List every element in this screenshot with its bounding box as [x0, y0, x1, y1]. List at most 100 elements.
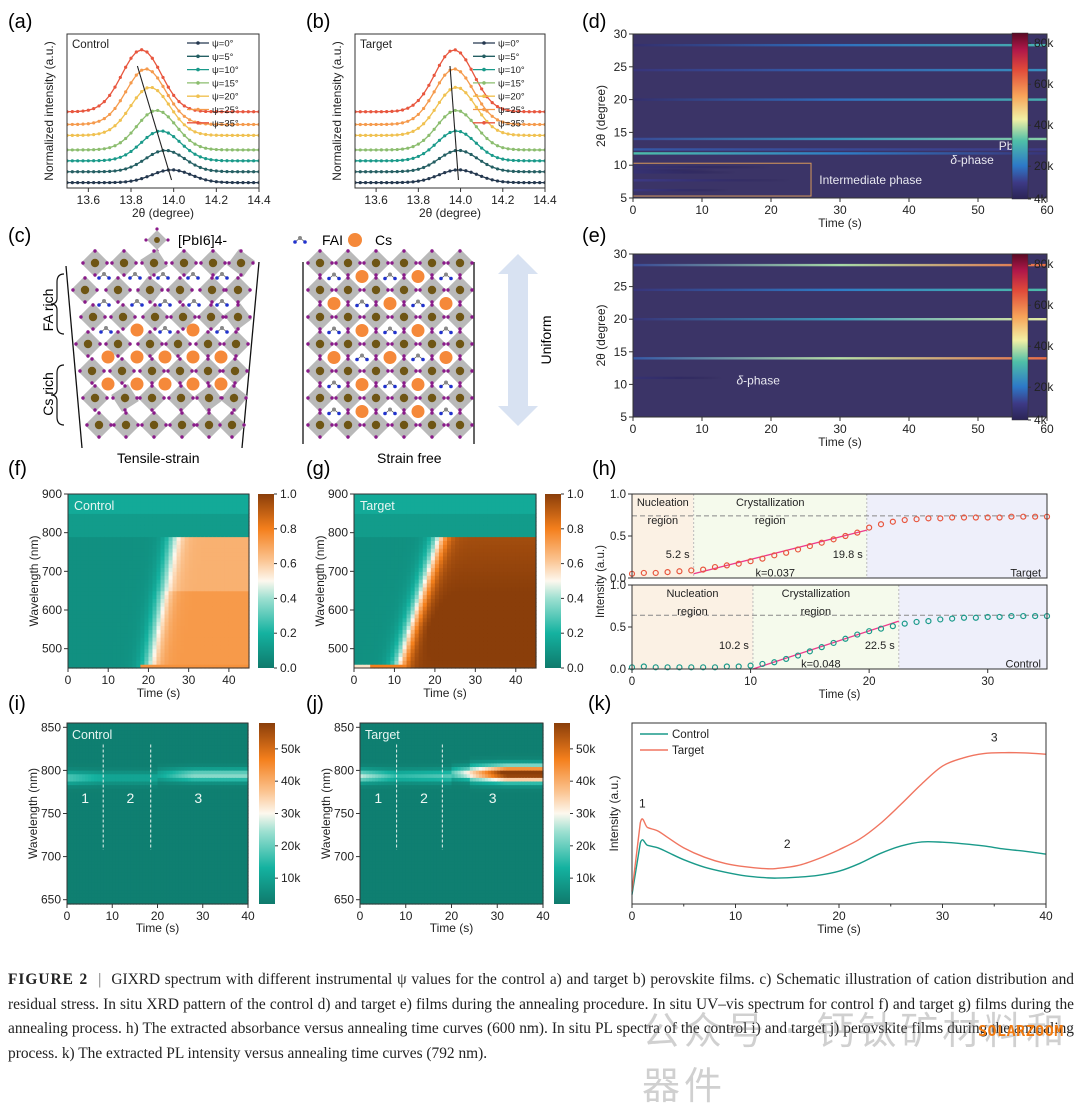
- heatmap-cell: [431, 598, 436, 602]
- heatmap-cell: [439, 625, 444, 629]
- data-point: [135, 163, 138, 166]
- heatmap-cell: [104, 645, 109, 649]
- data-point: [427, 163, 430, 166]
- heatmap-cell: [221, 513, 226, 517]
- heatmap-cell: [68, 598, 73, 602]
- pb-atom: [146, 340, 154, 348]
- iodide-atom: [167, 396, 170, 399]
- nitrogen-atom: [128, 276, 132, 280]
- heatmap-cell: [148, 521, 153, 525]
- heatmap-cell: [233, 529, 238, 533]
- heatmap-cell: [76, 544, 81, 548]
- data-point: [151, 86, 154, 89]
- heatmap-cell: [366, 540, 371, 544]
- heatmap-cell: [193, 537, 198, 541]
- fai-molecule: [187, 299, 201, 307]
- heatmap-cell: [169, 606, 174, 610]
- heatmap-cell: [181, 498, 186, 502]
- heatmap-cell: [88, 525, 93, 529]
- heatmap-cell: [209, 649, 214, 653]
- heatmap-cell: [237, 645, 242, 649]
- heatmap-cell: [116, 583, 121, 587]
- heatmap-cell: [124, 506, 129, 510]
- iodide-atom: [194, 261, 197, 264]
- heatmap-cell: [439, 587, 444, 591]
- heatmap-cell: [217, 517, 222, 521]
- heatmap-cell: [390, 633, 395, 637]
- nitrogen-atom: [99, 330, 103, 334]
- iodide-atom: [218, 423, 221, 426]
- heatmap-cell: [72, 629, 77, 633]
- heatmap-cell: [447, 595, 452, 599]
- heatmap-cell: [173, 509, 178, 513]
- heatmap-cell: [173, 533, 178, 537]
- heatmap-cell: [241, 649, 246, 653]
- heatmap-cell: [415, 649, 420, 653]
- heatmap-cell: [467, 506, 472, 510]
- heatmap-cell: [217, 548, 222, 552]
- heatmap-cell: [447, 587, 452, 591]
- iodide-atom: [209, 327, 212, 330]
- heatmap-cell: [423, 571, 428, 575]
- heatmap-cell: [169, 533, 174, 537]
- heatmap-cell: [403, 517, 408, 521]
- heatmap-cell: [104, 494, 109, 498]
- heatmap-cell: [471, 544, 476, 548]
- data-point: [443, 134, 446, 137]
- data-point: [135, 96, 138, 99]
- legend-label: ψ=25°: [212, 105, 239, 116]
- heatmap-cell: [84, 637, 89, 641]
- heatmap-cell: [370, 575, 375, 579]
- heatmap-cell: [140, 571, 145, 575]
- heatmap-cell: [152, 583, 157, 587]
- heatmap-cell: [439, 567, 444, 571]
- fai-molecule: [439, 273, 453, 281]
- heatmap-cell: [185, 606, 190, 610]
- heatmap-cell: [116, 587, 121, 591]
- heatmap-cell: [427, 645, 432, 649]
- heatmap-cell: [201, 579, 206, 583]
- heatmap-cell: [116, 571, 121, 575]
- heatmap-cell: [435, 618, 440, 622]
- heatmap-cell: [197, 606, 202, 610]
- heatmap-cell: [209, 656, 214, 660]
- heatmap-cell: [366, 610, 371, 614]
- heatmap-cell: [169, 513, 174, 517]
- heatmap-cell: [169, 544, 174, 548]
- heatmap-cell: [378, 606, 383, 610]
- heatmap-cell: [366, 633, 371, 637]
- heatmap-cell: [427, 622, 432, 626]
- pb-atom: [208, 286, 216, 294]
- heatmap-cell: [96, 525, 101, 529]
- heatmap-cell: [72, 533, 77, 537]
- heatmap-cell: [92, 610, 97, 614]
- heatmap-cell: [217, 591, 222, 595]
- nitrogen-atom: [411, 304, 415, 308]
- heatmap-cell: [116, 633, 121, 637]
- heatmap-cell: [201, 591, 206, 595]
- heatmap-cell: [435, 606, 440, 610]
- data-point: [140, 48, 143, 51]
- data-point: [533, 148, 536, 151]
- heatmap-cell: [201, 614, 206, 618]
- heatmap-cell: [358, 567, 363, 571]
- data-point: [145, 136, 148, 139]
- heatmap-cell: [431, 548, 436, 552]
- heatmap-cell: [76, 649, 81, 653]
- heatmap-cell: [104, 540, 109, 544]
- fai-molecule: [215, 299, 229, 307]
- heatmap-cell: [374, 575, 379, 579]
- heatmap-cell: [407, 498, 412, 502]
- heatmap-cell: [116, 548, 121, 552]
- heatmap-cell: [112, 622, 117, 626]
- heatmap-cell: [427, 641, 432, 645]
- heatmap-cell: [80, 645, 85, 649]
- heatmap-cell: [72, 552, 77, 556]
- heatmap-cell: [161, 622, 166, 626]
- heatmap-cell: [455, 614, 460, 618]
- iodide-atom: [358, 288, 361, 291]
- iodide-atom: [458, 249, 461, 252]
- iodide-atom: [346, 249, 349, 252]
- heatmap-cell: [370, 633, 375, 637]
- heatmap-cell: [189, 517, 194, 521]
